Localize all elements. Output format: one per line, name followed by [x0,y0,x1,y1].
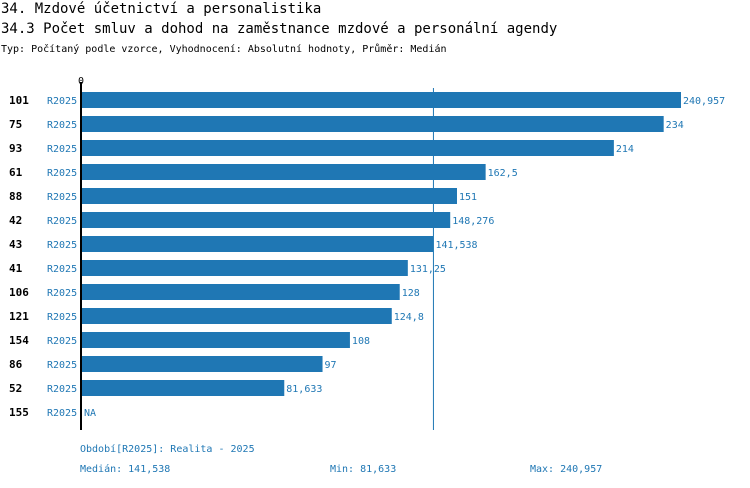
bar-value-label: 141,538 [435,240,477,251]
bar [81,188,458,204]
row-id-label: 75 [9,118,22,131]
chart-type-line: Typ: Počítaný podle vzorce, Vyhodnocení:… [1,44,447,55]
bar-value-label: 214 [616,144,634,155]
chart-subtitle: 34.3 Počet smluv a dohod na zaměstnance … [1,21,558,37]
bar-value-label: 97 [325,360,337,371]
row-series-label: R2025 [47,288,77,299]
row-series-label: R2025 [47,312,77,323]
row-series-label: R2025 [47,264,77,275]
bar [81,260,408,276]
bar [81,236,434,252]
row-id-label: 101 [9,94,29,107]
bar [81,380,285,396]
row-id-label: 154 [9,334,29,347]
row-series-label: R2025 [47,120,77,131]
bar [81,164,486,180]
bar-value-label: NA [84,408,96,419]
bar [81,116,664,132]
row-id-label: 88 [9,190,22,203]
bar-value-label: 151 [459,192,477,203]
row-series-label: R2025 [47,144,77,155]
footer-period: Období[R2025]: Realita - 2025 [80,444,255,455]
bar-value-label: 162,5 [488,168,518,179]
bar-chart: 0 101 R2025 240,957 75 R2025 234 93 R2025 214 61 R2… [9,76,725,430]
bar-value-label: 234 [666,120,684,131]
row-id-label: 52 [9,382,22,395]
bar-value-label: 108 [352,336,370,347]
row-series-label: R2025 [47,408,77,419]
row-id-label: 106 [9,286,29,299]
page-title: 34. Mzdové účetnictví a personalistika [1,1,322,17]
bar-value-label: 81,633 [286,384,322,395]
bar-value-label: 124,8 [394,312,424,323]
bar [81,212,451,228]
bar [81,140,614,156]
row-id-label: 61 [9,166,23,179]
row-id-label: 43 [9,238,22,251]
row-id-label: 86 [9,358,23,371]
row-series-label: R2025 [47,240,77,251]
row-id-label: 121 [9,310,29,323]
row-series-label: R2025 [47,360,77,371]
row-series-label: R2025 [47,336,77,347]
bar [81,356,323,372]
row-id-label: 155 [9,406,29,419]
bar-value-label: 131,25 [410,264,446,275]
footer-median: Medián: 141,538 [80,464,171,475]
bar-value-label: 240,957 [683,96,725,107]
footer-min: Min: 81,633 [330,464,397,475]
bar [81,332,350,348]
bar-value-label: 128 [402,288,420,299]
row-series-label: R2025 [47,168,77,179]
row-id-label: 42 [9,214,22,227]
bar [81,284,400,300]
row-series-label: R2025 [47,96,77,107]
row-series-label: R2025 [47,192,77,203]
bar [81,308,392,324]
bar [81,92,681,108]
row-series-label: R2025 [47,216,77,227]
axis-zero-label: 0 [78,76,84,87]
row-series-label: R2025 [47,384,77,395]
bar-value-label: 148,276 [452,216,494,227]
row-id-label: 93 [9,142,22,155]
row-id-label: 41 [9,262,23,275]
footer-max: Max: 240,957 [530,464,603,475]
